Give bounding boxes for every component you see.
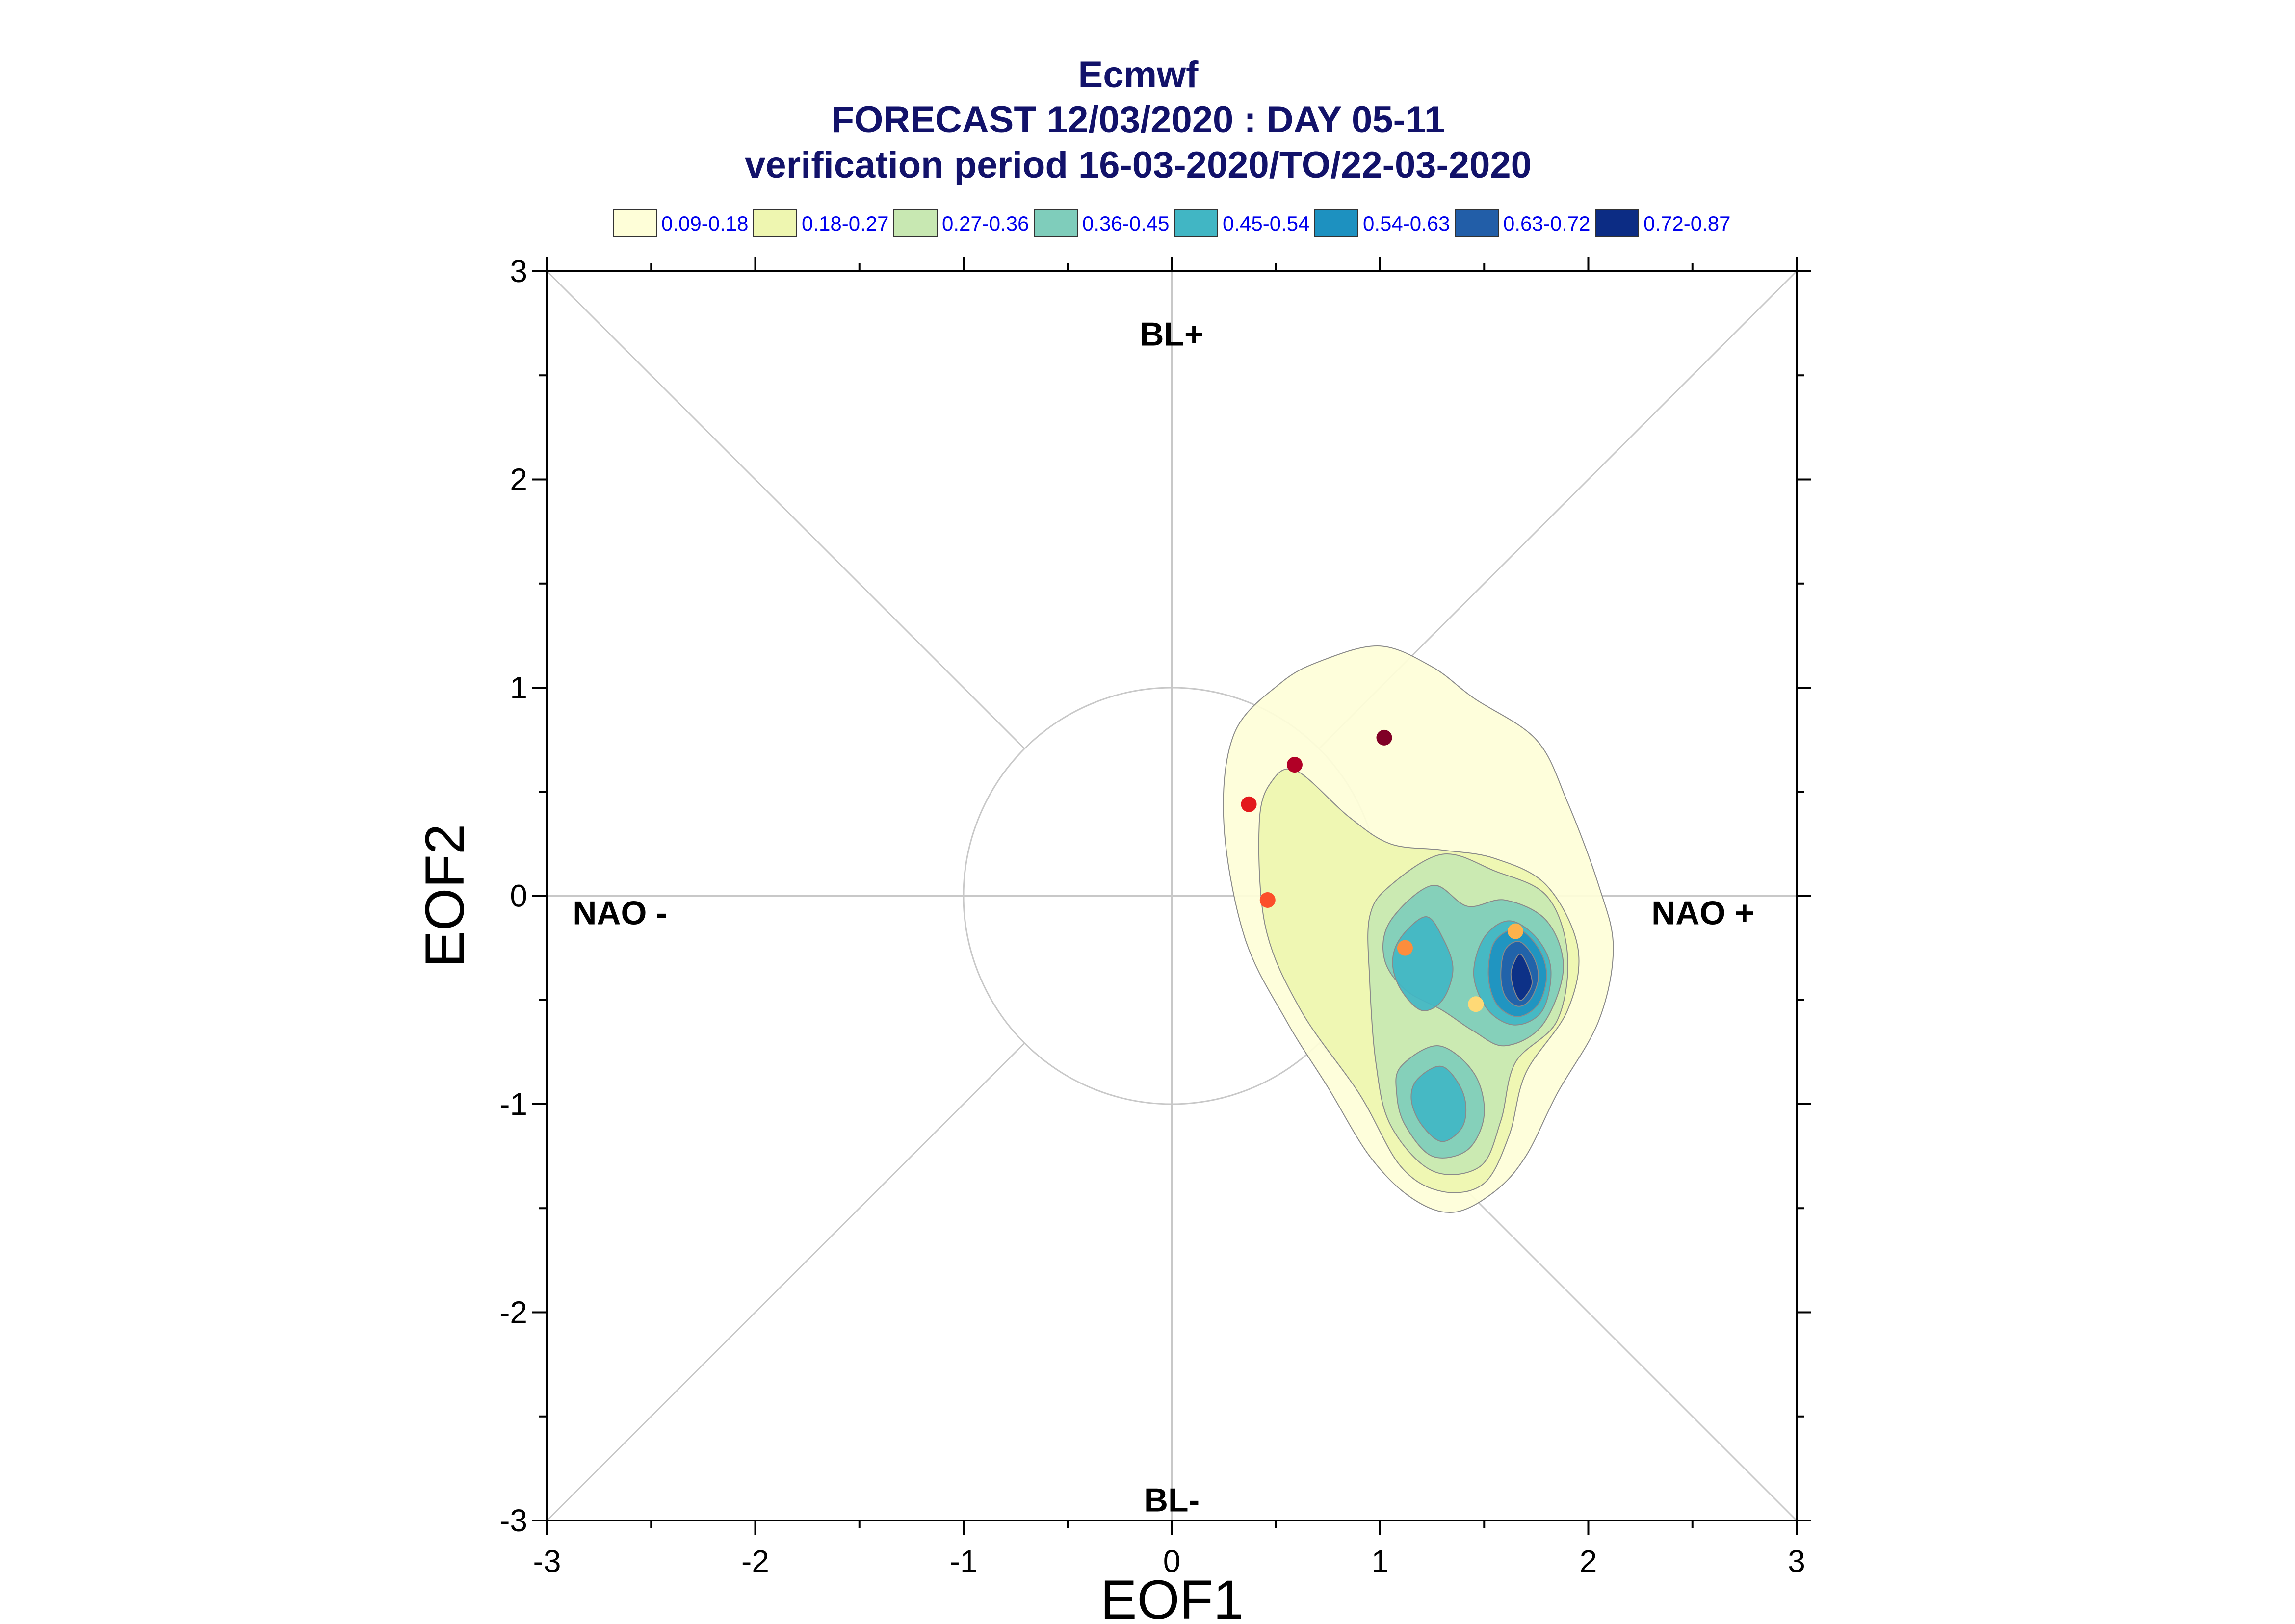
legend-swatch: [1034, 209, 1078, 237]
y-tick-label: 1: [510, 670, 527, 705]
legend-swatch: [1455, 209, 1499, 237]
forecast-point: [1468, 996, 1484, 1012]
forecast-point: [1241, 796, 1257, 812]
x-tick-label: -2: [741, 1544, 769, 1579]
chart-subtitle: FORECAST 12/03/2020 : DAY 05-11: [832, 99, 1445, 141]
regime-labels: BL+ BL- NAO - NAO +: [573, 315, 1754, 1519]
y-tick-label: 3: [510, 254, 527, 289]
regime-label: BL+: [1140, 315, 1203, 353]
guide-lines: [546, 270, 1798, 1521]
y-tick-label: 0: [510, 878, 527, 914]
forecast-point: [1259, 892, 1276, 908]
chart-subtitle-2: verification period 16-03-2020/TO/22-03-…: [745, 144, 1532, 186]
x-tick-label: -1: [950, 1544, 978, 1579]
forecast-point: [1376, 729, 1392, 746]
forecast-point: [1286, 757, 1303, 773]
density-contour: [1410, 1065, 1467, 1142]
regime-label: NAO +: [1651, 894, 1754, 931]
legend-swatch: [613, 209, 657, 237]
x-tick-label: 3: [1788, 1544, 1805, 1579]
legend-label: 0.18-0.27: [802, 212, 888, 235]
x-tick-label: 2: [1580, 1544, 1597, 1579]
chart-title: Ecmwf: [1078, 54, 1199, 96]
legend: 0.09-0.18 0.18-0.27 0.27-0.36 0.36-0.45 0.45…: [613, 209, 1730, 237]
density-contour: [1392, 916, 1454, 1011]
regime-label: NAO -: [573, 894, 667, 931]
regime-label: BL-: [1144, 1482, 1200, 1519]
forecast-points: [1241, 729, 1523, 1012]
legend-label: 0.54-0.63: [1363, 212, 1450, 235]
y-tick-label: -2: [499, 1295, 527, 1330]
forecast-point: [1507, 923, 1523, 939]
y-tick-label: 2: [510, 462, 527, 497]
y-axis-label: EOF2: [414, 824, 475, 968]
legend-label: 0.45-0.54: [1223, 212, 1309, 235]
legend-label: 0.63-0.72: [1503, 212, 1590, 235]
axis-ticks: -3 -2 -1 0 1 2 3 -3 -2 -1 0 1 2 3: [499, 254, 1811, 1579]
legend-swatch: [753, 209, 797, 237]
x-axis-label: EOF1: [1100, 1569, 1244, 1624]
legend-swatch: [1314, 209, 1358, 237]
x-tick-label: 0: [1163, 1544, 1181, 1579]
legend-label: 0.27-0.36: [942, 212, 1029, 235]
legend-label: 0.09-0.18: [661, 212, 748, 235]
density-contours: [1223, 645, 1614, 1213]
legend-label: 0.36-0.45: [1082, 212, 1169, 235]
x-tick-label: 1: [1371, 1544, 1389, 1579]
legend-label: 0.72-0.87: [1643, 212, 1730, 235]
legend-swatch: [1174, 209, 1218, 237]
guide-line: [546, 270, 1025, 749]
guide-line: [546, 1042, 1025, 1521]
y-tick-label: -1: [499, 1086, 527, 1122]
x-tick-label: -3: [533, 1544, 561, 1579]
legend-swatch: [1595, 209, 1639, 237]
density-contour: [1510, 954, 1533, 1001]
forecast-point: [1397, 940, 1413, 956]
legend-swatch: [893, 209, 938, 237]
y-tick-label: -3: [499, 1503, 527, 1538]
